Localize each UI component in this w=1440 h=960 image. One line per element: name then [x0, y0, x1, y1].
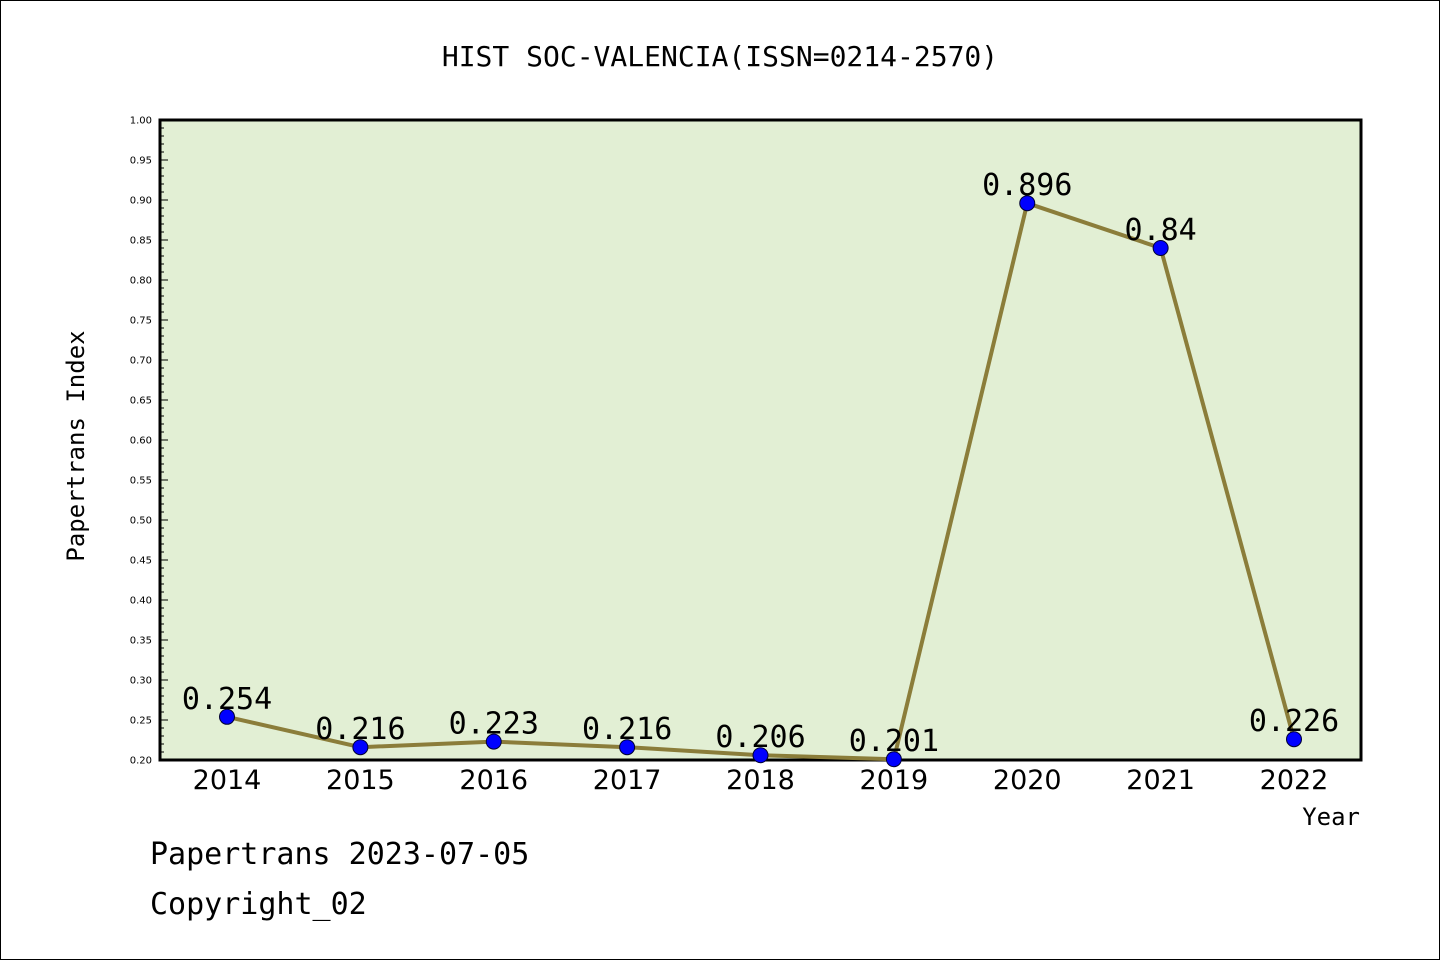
- data-label: 0.84: [1125, 213, 1197, 248]
- x-tick-label: 2017: [593, 765, 662, 796]
- y-tick-label: 0.40: [130, 596, 152, 607]
- x-tick-label: 2018: [726, 765, 795, 796]
- y-tick-label: 0.30: [130, 676, 152, 687]
- x-axis-label: Year: [1302, 803, 1360, 831]
- data-label: 0.223: [449, 707, 539, 742]
- data-label: 0.226: [1249, 704, 1339, 739]
- y-tick-label: 0.90: [130, 196, 152, 207]
- y-tick-label: 1.00: [130, 116, 152, 127]
- y-tick-label: 0.35: [130, 636, 152, 647]
- data-label: 0.206: [715, 720, 805, 755]
- y-axis-label: Papertrans Index: [62, 330, 90, 561]
- x-tick-label: 2019: [860, 765, 929, 796]
- y-tick-label: 0.85: [130, 236, 152, 247]
- data-label: 0.254: [182, 682, 272, 717]
- data-label: 0.216: [315, 712, 405, 747]
- chart-title: HIST SOC-VALENCIA(ISSN=0214-2570): [442, 40, 998, 73]
- data-label: 0.896: [982, 168, 1072, 203]
- y-tick-label: 0.70: [130, 356, 152, 367]
- x-tick-label: 2015: [326, 765, 395, 796]
- y-tick-label: 0.45: [130, 556, 152, 567]
- y-tick-label: 0.95: [130, 156, 152, 167]
- footer-date: Papertrans 2023-07-05: [150, 837, 529, 872]
- data-label: 0.216: [582, 712, 672, 747]
- y-tick-label: 0.65: [130, 396, 152, 407]
- y-tick-label: 0.20: [130, 756, 152, 767]
- y-tick-label: 0.25: [130, 716, 152, 727]
- x-tick-label: 2014: [193, 765, 262, 796]
- x-tick-label: 2020: [993, 765, 1062, 796]
- x-tick-label: 2022: [1260, 765, 1329, 796]
- x-axis: 2014 2015 2016 2017 2018 2019 2020 2021 2022: [193, 765, 1329, 796]
- y-tick-label: 0.80: [130, 276, 152, 287]
- y-tick-label: 0.50: [130, 516, 152, 527]
- data-label: 0.201: [849, 724, 939, 759]
- x-tick-label: 2016: [459, 765, 528, 796]
- x-tick-label: 2021: [1126, 765, 1195, 796]
- y-tick-label: 0.75: [130, 316, 152, 327]
- footer-copyright: Copyright_02: [150, 887, 367, 922]
- y-tick-label: 0.55: [130, 476, 152, 487]
- y-tick-label: 0.60: [130, 436, 152, 447]
